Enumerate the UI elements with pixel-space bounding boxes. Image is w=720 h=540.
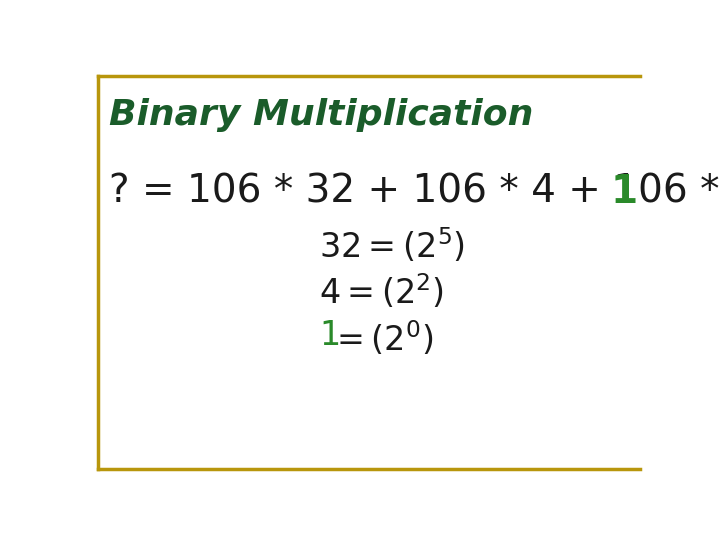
Text: $32 = (2^5)$: $32 = (2^5)$ [319,226,464,265]
Text: Binary Multiplication: Binary Multiplication [109,98,534,132]
Text: ? = 106 * 32 + 106 * 4 + 106 *: ? = 106 * 32 + 106 * 4 + 106 * [109,173,720,211]
Text: $4 = (2^2)$: $4 = (2^2)$ [319,273,444,312]
Text: $= (2^0)$: $= (2^0)$ [330,319,433,357]
Text: $1$: $1$ [319,319,338,352]
Text: 1: 1 [611,173,638,211]
